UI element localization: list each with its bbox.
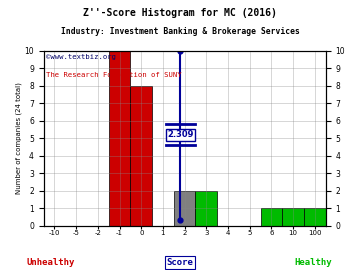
Text: Industry: Investment Banking & Brokerage Services: Industry: Investment Banking & Brokerage… (60, 27, 300, 36)
Text: Z''-Score Histogram for MC (2016): Z''-Score Histogram for MC (2016) (83, 8, 277, 18)
Bar (282, 208, 304, 226)
Bar (304, 208, 326, 226)
Y-axis label: Number of companies (24 total): Number of companies (24 total) (15, 82, 22, 194)
Text: Healthy: Healthy (294, 258, 332, 267)
Text: 2.309: 2.309 (167, 130, 194, 139)
Bar (261, 208, 282, 226)
Bar (109, 51, 130, 226)
Bar (174, 191, 195, 226)
Text: ©www.textbiz.org: ©www.textbiz.org (46, 54, 116, 60)
Bar (195, 191, 217, 226)
Text: Unhealthy: Unhealthy (26, 258, 75, 267)
Bar (130, 86, 152, 226)
Text: The Research Foundation of SUNY: The Research Foundation of SUNY (46, 72, 182, 78)
Text: Score: Score (167, 258, 193, 267)
